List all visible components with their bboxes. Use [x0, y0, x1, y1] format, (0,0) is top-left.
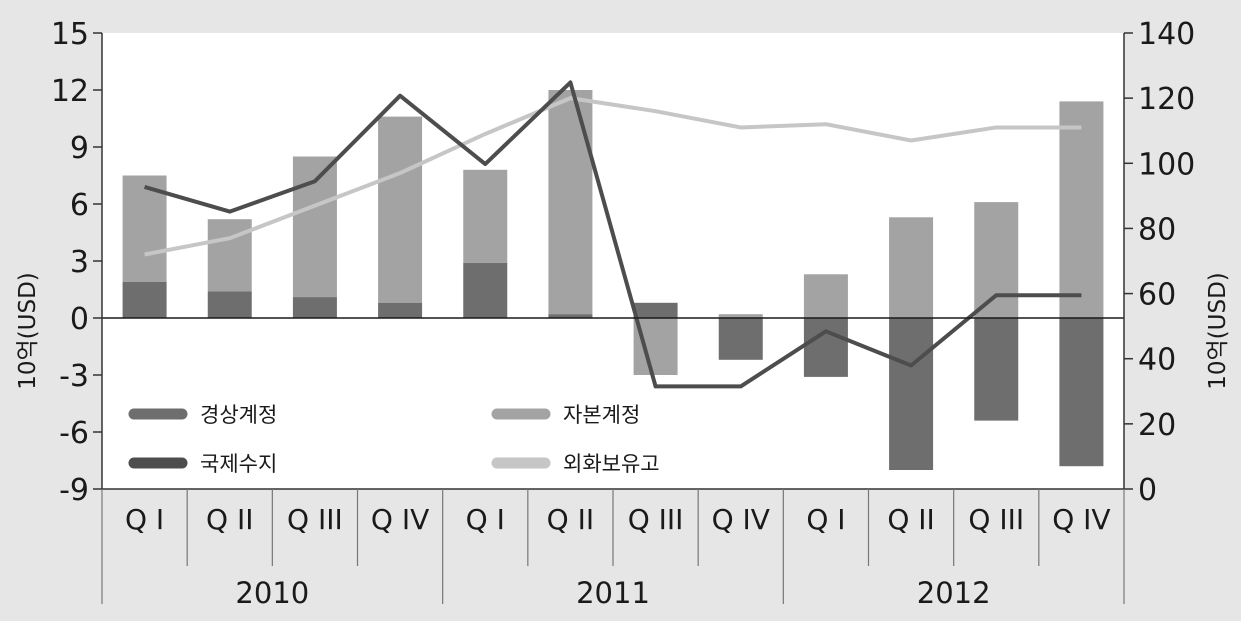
bar-current-account: [889, 318, 934, 470]
bar-current-account: [122, 281, 167, 318]
bar-capital-account: [463, 169, 508, 263]
y-tick-label-left: 15: [51, 17, 89, 52]
y-tick-label-right: 120: [1138, 82, 1195, 117]
bar-current-account: [718, 318, 763, 360]
x-tick-label-year: 2012: [917, 576, 991, 610]
x-tick-label-quarter: Q II: [206, 503, 253, 536]
bar-capital-account: [548, 90, 593, 315]
y-tick-label-right: 140: [1138, 17, 1195, 52]
x-tick-label-quarter: Q III: [968, 503, 1024, 536]
x-tick-label-quarter: Q I: [806, 503, 845, 536]
bar-current-account: [207, 291, 252, 318]
x-tick-label-quarter: Q III: [628, 503, 684, 536]
x-tick-label-quarter: Q II: [887, 503, 934, 536]
x-tick-label-quarter: Q I: [466, 503, 505, 536]
x-tick-label-quarter: Q IV: [712, 503, 770, 536]
y-tick-label-left: 6: [70, 188, 89, 223]
y-axis-label-left: 10억(USD): [15, 272, 41, 390]
y-tick-label-left: -3: [59, 359, 89, 394]
bar-current-account: [803, 318, 848, 377]
legend-label: 경상계정: [200, 403, 277, 427]
bar-capital-account: [889, 217, 934, 318]
bar-capital-account: [378, 116, 423, 303]
bar-current-account: [1059, 318, 1104, 467]
y-tick-label-left: 12: [51, 74, 89, 109]
legend-label: 외화보유고: [563, 452, 660, 476]
y-tick-label-left: 3: [70, 245, 89, 280]
bar-current-account: [633, 302, 678, 318]
bar-current-account: [463, 262, 508, 318]
legend-label: 국제수지: [200, 452, 277, 476]
line-foreign-reserves: [144, 96, 1082, 257]
y-tick-label-right: 0: [1138, 473, 1157, 508]
y-tick-label-right: 20: [1138, 408, 1176, 443]
x-tick-label-quarter: Q IV: [1052, 503, 1110, 536]
x-tick-label-quarter: Q III: [287, 503, 343, 536]
bar-capital-account: [207, 219, 252, 292]
plot-background: [102, 33, 1124, 489]
bar-capital-account: [974, 202, 1019, 318]
y-tick-label-right: 80: [1138, 212, 1176, 247]
x-tick-label-year: 2011: [576, 576, 650, 610]
y-tick-label-left: 0: [70, 302, 89, 337]
bar-capital-account: [803, 274, 848, 318]
line-balance-of-payments: [144, 80, 1082, 389]
y-tick-label-left: -9: [59, 473, 89, 508]
y-axis-label-right: 10억(USD): [1205, 272, 1231, 390]
x-tick-label-year: 2010: [235, 576, 309, 610]
axes-layer: 15 12 9 6 3 0 -3 -6 -9 140 120 100 80 60 40 20 0 Q I Q II Q…: [51, 17, 1195, 610]
x-tick-label-quarter: Q IV: [371, 503, 429, 536]
bar-current-account: [974, 318, 1019, 421]
bar-current-account: [378, 302, 423, 318]
x-tick-label-quarter: Q II: [547, 503, 594, 536]
y-tick-label-right: 100: [1138, 147, 1195, 182]
bar-current-account: [548, 314, 593, 318]
y-tick-label-left: 9: [70, 131, 89, 166]
y-tick-label-right: 60: [1138, 278, 1176, 313]
bar-capital-account: [718, 314, 763, 318]
x-tick-label-quarter: Q I: [125, 503, 164, 536]
y-tick-label-left: -6: [59, 416, 89, 451]
legend-label: 자본계정: [563, 403, 640, 427]
y-tick-label-right: 40: [1138, 343, 1176, 378]
lines-layer: [144, 80, 1082, 389]
bar-current-account: [292, 297, 337, 318]
bar-capital-account: [292, 156, 337, 298]
bar-capital-account: [1059, 101, 1104, 319]
